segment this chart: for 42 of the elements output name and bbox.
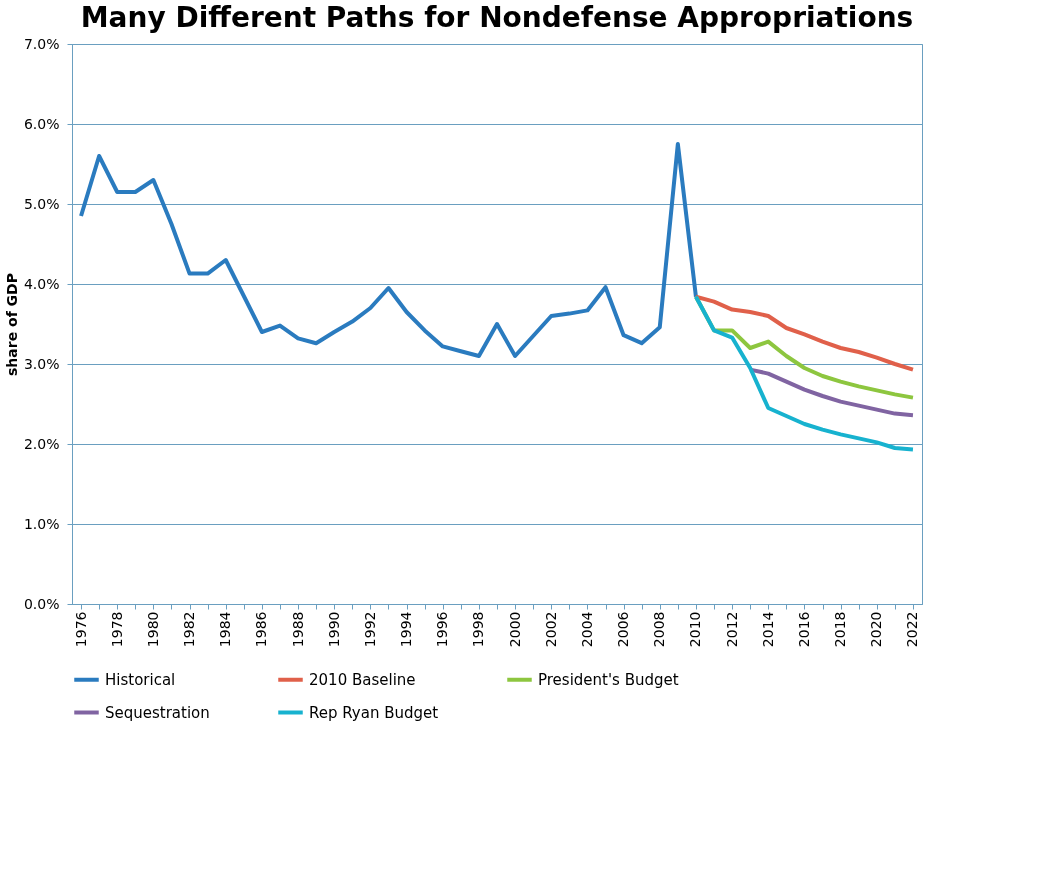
chart-title: Many Different Paths for Nondefense Appropriations: [80, 1, 914, 34]
x-tick-label: 1988: [289, 611, 306, 648]
x-tick-label: 1986: [253, 611, 270, 648]
legend-label: Sequestration: [105, 703, 210, 722]
line-series: [79, 142, 698, 358]
x-tick-label: 1998: [470, 611, 487, 648]
y-tick-label: 6.0%: [23, 115, 60, 132]
y-tick-label: 7.0%: [23, 35, 60, 52]
x-tick-label: 1990: [325, 611, 342, 648]
y-tick-label: 1.0%: [23, 515, 60, 532]
legend-label: 2010 Baseline: [309, 670, 416, 689]
y-tick-label: 0.0%: [23, 595, 60, 612]
x-tick-label: 2002: [542, 611, 559, 648]
line-series: [693, 294, 915, 452]
y-tick-label: 3.0%: [23, 355, 60, 372]
x-tick-label: 2008: [651, 611, 668, 648]
x-tick-label: 2000: [506, 611, 523, 648]
x-tick-label: 2004: [578, 611, 595, 648]
x-tick-label: 2014: [759, 611, 776, 648]
x-tick-label: 1984: [217, 611, 234, 648]
legend-label: Rep Ryan Budget: [309, 703, 439, 722]
x-tick-label: 1982: [181, 611, 198, 648]
x-tick-label: 2020: [868, 611, 885, 648]
x-tick-label: 1994: [398, 611, 415, 648]
x-tick-label: 1976: [72, 611, 89, 648]
y-tick-label: 4.0%: [23, 275, 60, 292]
y-tick-label: 2.0%: [23, 435, 60, 452]
x-tick-label: 2016: [795, 611, 812, 648]
x-tick-label: 1978: [108, 611, 125, 648]
legend-label: Historical: [105, 670, 176, 689]
y-tick-label: 5.0%: [23, 195, 60, 212]
x-tick-label: 2012: [723, 611, 740, 648]
x-tick-label: 2006: [615, 611, 632, 648]
x-tick-label: 1996: [434, 611, 451, 648]
x-tick-label: 2018: [832, 611, 849, 648]
y-axis-title: share of GDP: [3, 273, 20, 376]
legend-label: President's Budget: [538, 670, 679, 689]
x-tick-label: 1980: [144, 611, 161, 648]
x-tick-label: 2010: [687, 611, 704, 648]
x-tick-label: 2022: [904, 611, 921, 648]
line-series: [693, 294, 915, 372]
x-tick-label: 1992: [361, 611, 378, 648]
